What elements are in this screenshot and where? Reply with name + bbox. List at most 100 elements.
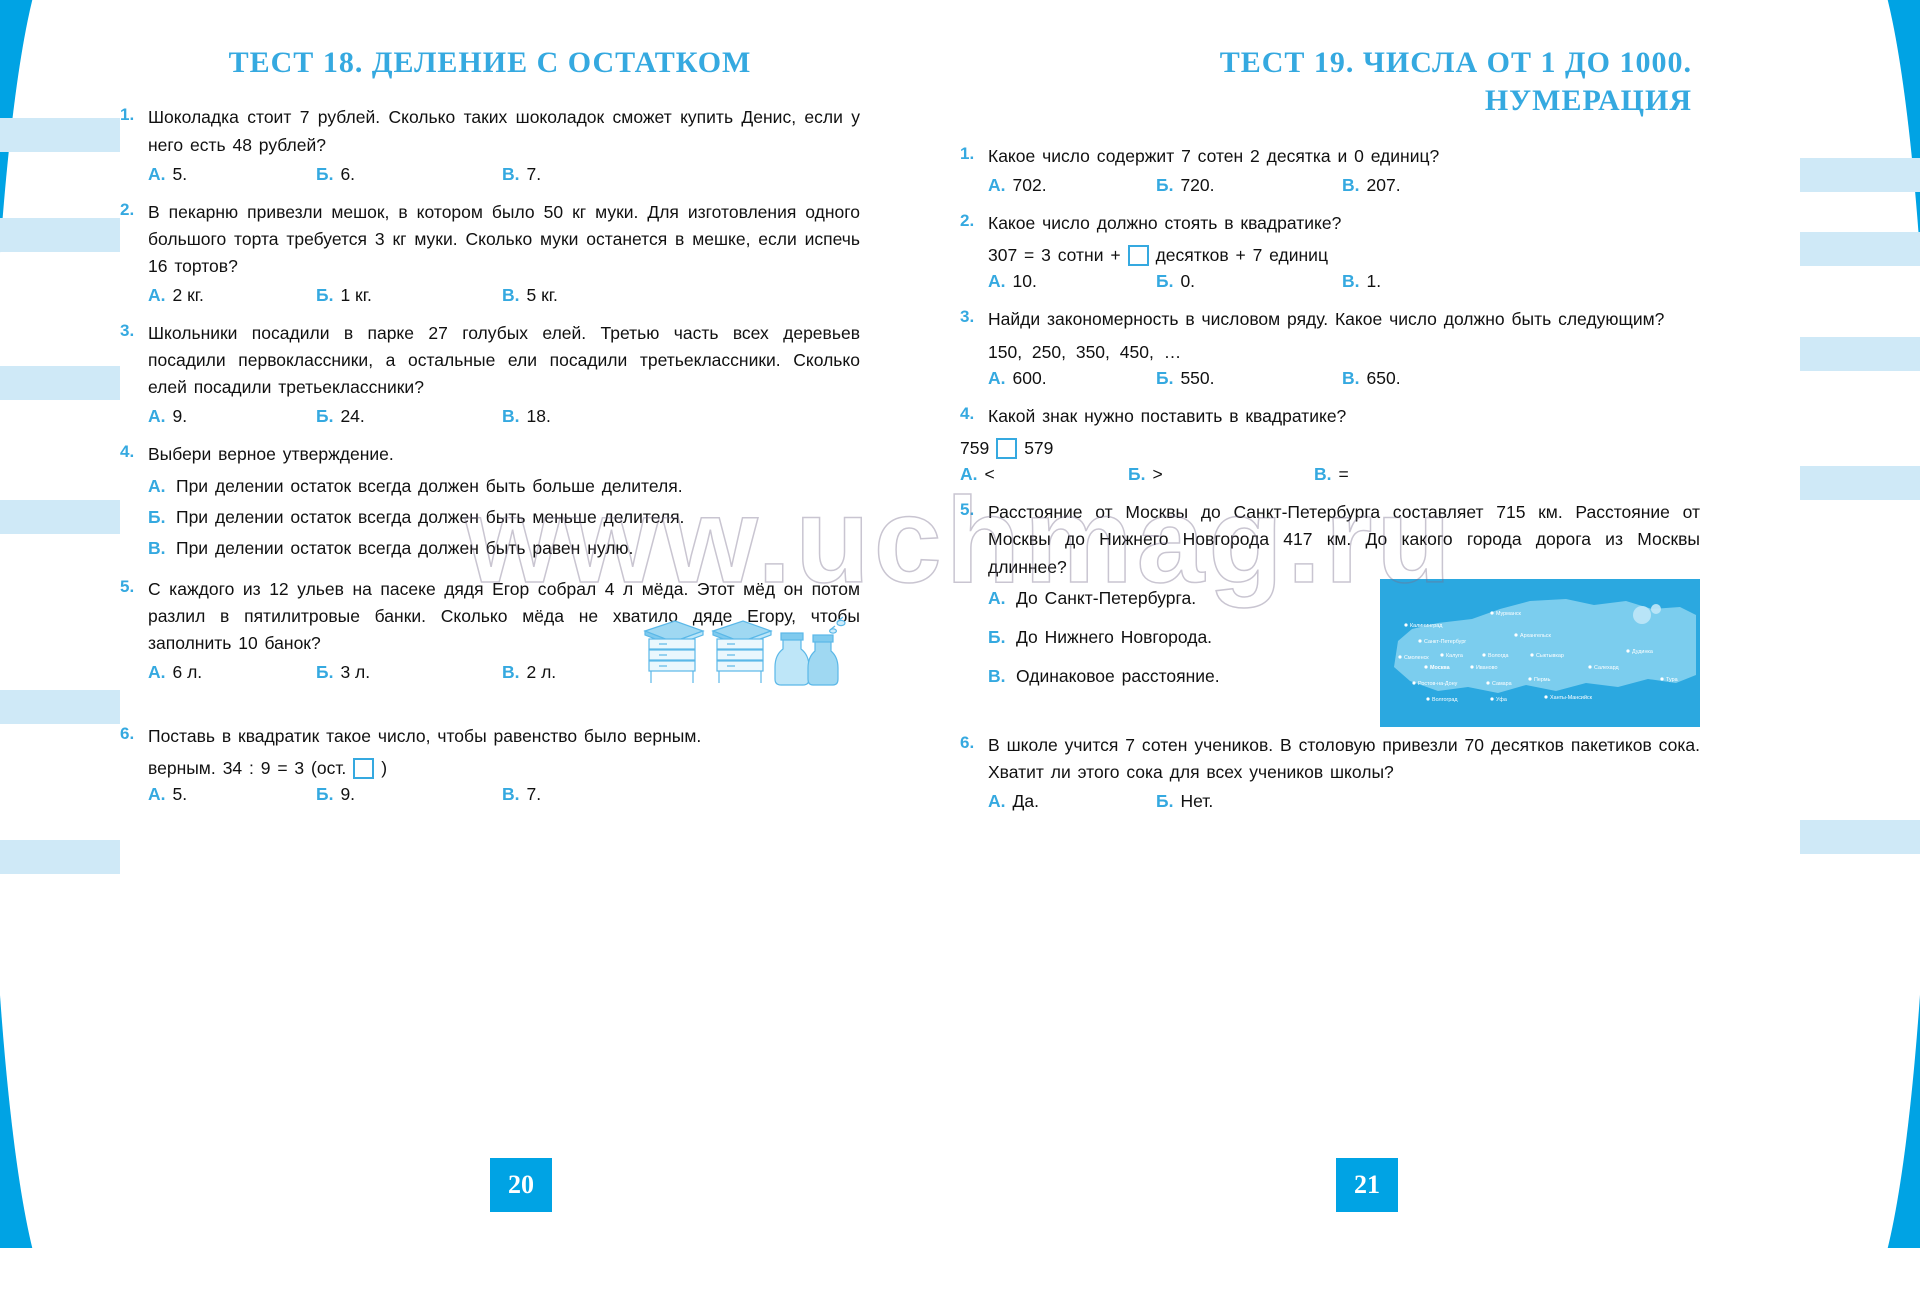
edge-tab <box>1800 232 1920 266</box>
option-a[interactable]: А. 10. <box>988 271 1156 292</box>
option-value: 5. <box>172 163 188 184</box>
option-value: До Нижнего Новгорода. <box>1016 626 1213 647</box>
question-number: 2. <box>120 199 135 219</box>
option-label: В. <box>1342 174 1360 195</box>
question-5: 5. С каждого из 12 ульев на пасеке дядя … <box>120 576 860 686</box>
svg-text:Салехард: Салехард <box>1594 665 1619 671</box>
answer-box-icon[interactable] <box>353 758 375 780</box>
svg-text:Пермь: Пермь <box>1534 677 1551 683</box>
option-v[interactable]: В. 5 кг. <box>502 285 558 306</box>
option-a[interactable]: А. До Санкт-Петербурга. <box>988 585 1700 612</box>
question-2: 2. В пекарню привезли мешок, в котором б… <box>120 199 860 306</box>
question-text: Какое число должно стоять в квадратике? <box>988 212 1342 233</box>
option-a[interactable]: А. 6 л. <box>148 662 316 683</box>
option-value: При делении остаток всегда должен быть м… <box>176 506 685 527</box>
option-b[interactable]: Б. 0. <box>1156 271 1342 292</box>
svg-text:Тура: Тура <box>1666 677 1678 683</box>
option-a[interactable]: А. 5. <box>148 164 316 185</box>
option-value: 2 л. <box>526 662 557 683</box>
option-a[interactable]: А. 702. <box>988 175 1156 196</box>
equation-text: 34 : 9 = 3 (ост. <box>222 758 347 779</box>
option-label: А. <box>148 784 166 805</box>
option-value: < <box>984 464 995 485</box>
question-number: 5. <box>120 576 135 596</box>
option-b[interactable]: Б. 6. <box>316 164 502 185</box>
svg-text:Ханты-Мансийск: Ханты-Мансийск <box>1550 694 1593 701</box>
russia-map-image: Калининград Мурманск Санкт-Петербург Арх… <box>1380 578 1700 727</box>
option-v[interactable]: В. 1. <box>1342 271 1381 292</box>
option-value: 3 л. <box>340 662 371 683</box>
answer-options: А. Да. Б. Нет. <box>988 791 1700 812</box>
equation-left: 307 = 3 сотни + <box>988 245 1121 266</box>
question-text: Школьники посадили в парке 27 голубых ел… <box>148 323 860 398</box>
answer-box-icon[interactable] <box>996 438 1018 460</box>
option-value: 24. <box>340 406 365 427</box>
option-b[interactable]: Б. До Нижнего Новгорода. <box>988 624 1700 651</box>
equation-line: 307 = 3 сотни + десятков + 7 единиц <box>988 245 1700 267</box>
left-page-title: ТЕСТ 18. ДЕЛЕНИЕ С ОСТАТКОМ <box>228 46 752 79</box>
option-v[interactable]: В. 2 л. <box>502 662 556 683</box>
option-v[interactable]: В. = <box>1314 464 1349 485</box>
option-label: Б. <box>1156 174 1174 195</box>
question-text: Поставь в квадратик такое число, чтобы р… <box>148 726 702 747</box>
option-a[interactable]: А. Да. <box>988 791 1156 812</box>
option-value: Одинаковое расстояние. <box>1016 665 1220 686</box>
option-b[interactable]: Б. При делении остаток всегда должен быт… <box>148 504 860 531</box>
option-label: А. <box>148 662 166 683</box>
option-b[interactable]: Б. 9. <box>316 784 502 805</box>
option-b[interactable]: Б. 550. <box>1156 368 1342 389</box>
option-a[interactable]: А. 600. <box>988 368 1156 389</box>
question-text: Шоколадка стоит 7 рублей. Сколько таких … <box>148 107 860 155</box>
option-value: До Санкт-Петербурга. <box>1016 587 1197 608</box>
option-b[interactable]: Б. 3 л. <box>316 662 502 683</box>
option-value: Да. <box>1012 791 1039 812</box>
comparison-right: 579 <box>1024 438 1054 459</box>
question-number: 6. <box>120 724 135 744</box>
option-label: Б. <box>316 285 334 306</box>
option-value: 720. <box>1180 174 1215 195</box>
option-b[interactable]: Б. 24. <box>316 406 502 427</box>
option-b[interactable]: Б. 1 кг. <box>316 285 502 306</box>
svg-text:Смоленск: Смоленск <box>1404 655 1429 661</box>
option-v[interactable]: В. 7. <box>502 164 541 185</box>
equation-prefix: верным. <box>148 758 216 779</box>
option-value: 5. <box>172 784 188 805</box>
page-number-left: 20 <box>490 1158 552 1212</box>
option-v[interactable]: В. При делении остаток всегда должен быт… <box>148 535 860 562</box>
option-v[interactable]: В. 207. <box>1342 175 1401 196</box>
option-label: Б. <box>1156 271 1174 292</box>
option-a[interactable]: А. 5. <box>148 784 316 805</box>
option-value: 10. <box>1012 271 1037 292</box>
option-label: Б. <box>1156 368 1174 389</box>
option-value: Нет. <box>1180 791 1214 812</box>
option-value: 600. <box>1012 368 1047 389</box>
option-a[interactable]: А. 2 кг. <box>148 285 316 306</box>
question-text: Какой знак нужно поставить в квадратике? <box>988 406 1347 427</box>
option-value: При делении остаток всегда должен быть р… <box>176 537 634 558</box>
option-b[interactable]: Б. 720. <box>1156 175 1342 196</box>
option-label: А. <box>148 285 166 306</box>
question-number: 1. <box>960 143 975 163</box>
comparison-line: 759 579 <box>960 438 1700 460</box>
option-value: 9. <box>340 784 356 805</box>
option-label: В. <box>502 406 520 427</box>
option-v[interactable]: В. Одинаковое расстояние. <box>988 663 1700 690</box>
svg-text:Ростов-на-Дону: Ростов-на-Дону <box>1418 681 1458 687</box>
option-v[interactable]: В. 18. <box>502 406 551 427</box>
edge-tab <box>0 218 120 252</box>
question-text: Какое число содержит 7 сотен 2 десятка и… <box>988 145 1440 166</box>
option-label: А. <box>960 464 978 485</box>
option-v[interactable]: В. 650. <box>1342 368 1401 389</box>
svg-text:Уфа: Уфа <box>1496 697 1507 703</box>
option-v[interactable]: В. 7. <box>502 784 541 805</box>
question-text: В пекарню привезли мешок, в котором было… <box>148 201 860 276</box>
answer-box-icon[interactable] <box>1127 245 1149 267</box>
option-value: 9. <box>172 406 188 427</box>
option-label: В. <box>502 163 520 184</box>
option-a[interactable]: А. < <box>960 464 1128 485</box>
option-a[interactable]: А. При делении остаток всегда должен быт… <box>148 473 860 500</box>
option-b[interactable]: Б. > <box>1128 464 1314 485</box>
svg-text:Санкт-Петербург: Санкт-Петербург <box>1424 639 1466 645</box>
option-a[interactable]: А. 9. <box>148 406 316 427</box>
option-b[interactable]: Б. Нет. <box>1156 791 1342 812</box>
